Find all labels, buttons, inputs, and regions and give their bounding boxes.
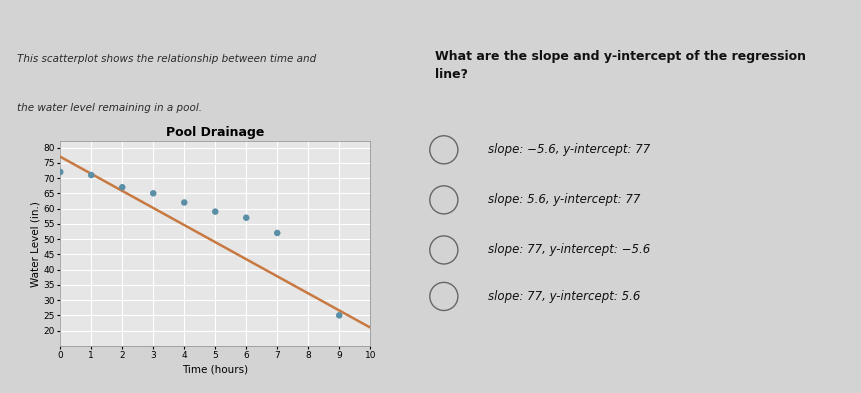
Point (53, 169, 67, 175)
Text: This scatterplot shows the relationship between time and: This scatterplot shows the relationship … (17, 54, 316, 64)
Title: Pool Drainage: Pool Drainage (166, 126, 264, 139)
Point (146, 190, 160, 196)
Point (332, 312, 346, 318)
X-axis label: Time (hours): Time (hours) (183, 365, 248, 375)
Point (177, 199, 191, 206)
Point (208, 209, 222, 215)
Text: slope: −5.6, y-intercept: 77: slope: −5.6, y-intercept: 77 (487, 143, 650, 156)
Point (84, 172, 98, 178)
Point (239, 215, 253, 221)
Point (270, 230, 284, 236)
Text: slope: 77, y-intercept: 5.6: slope: 77, y-intercept: 5.6 (487, 290, 640, 303)
Text: the water level remaining in a pool.: the water level remaining in a pool. (17, 103, 201, 113)
Text: slope: 5.6, y-intercept: 77: slope: 5.6, y-intercept: 77 (487, 193, 640, 206)
Text: slope: 77, y-intercept: −5.6: slope: 77, y-intercept: −5.6 (487, 243, 650, 257)
Point (115, 184, 129, 190)
Text: What are the slope and y-intercept of the regression
line?: What are the slope and y-intercept of th… (435, 50, 806, 81)
Y-axis label: Water Level (in.): Water Level (in.) (30, 201, 40, 286)
